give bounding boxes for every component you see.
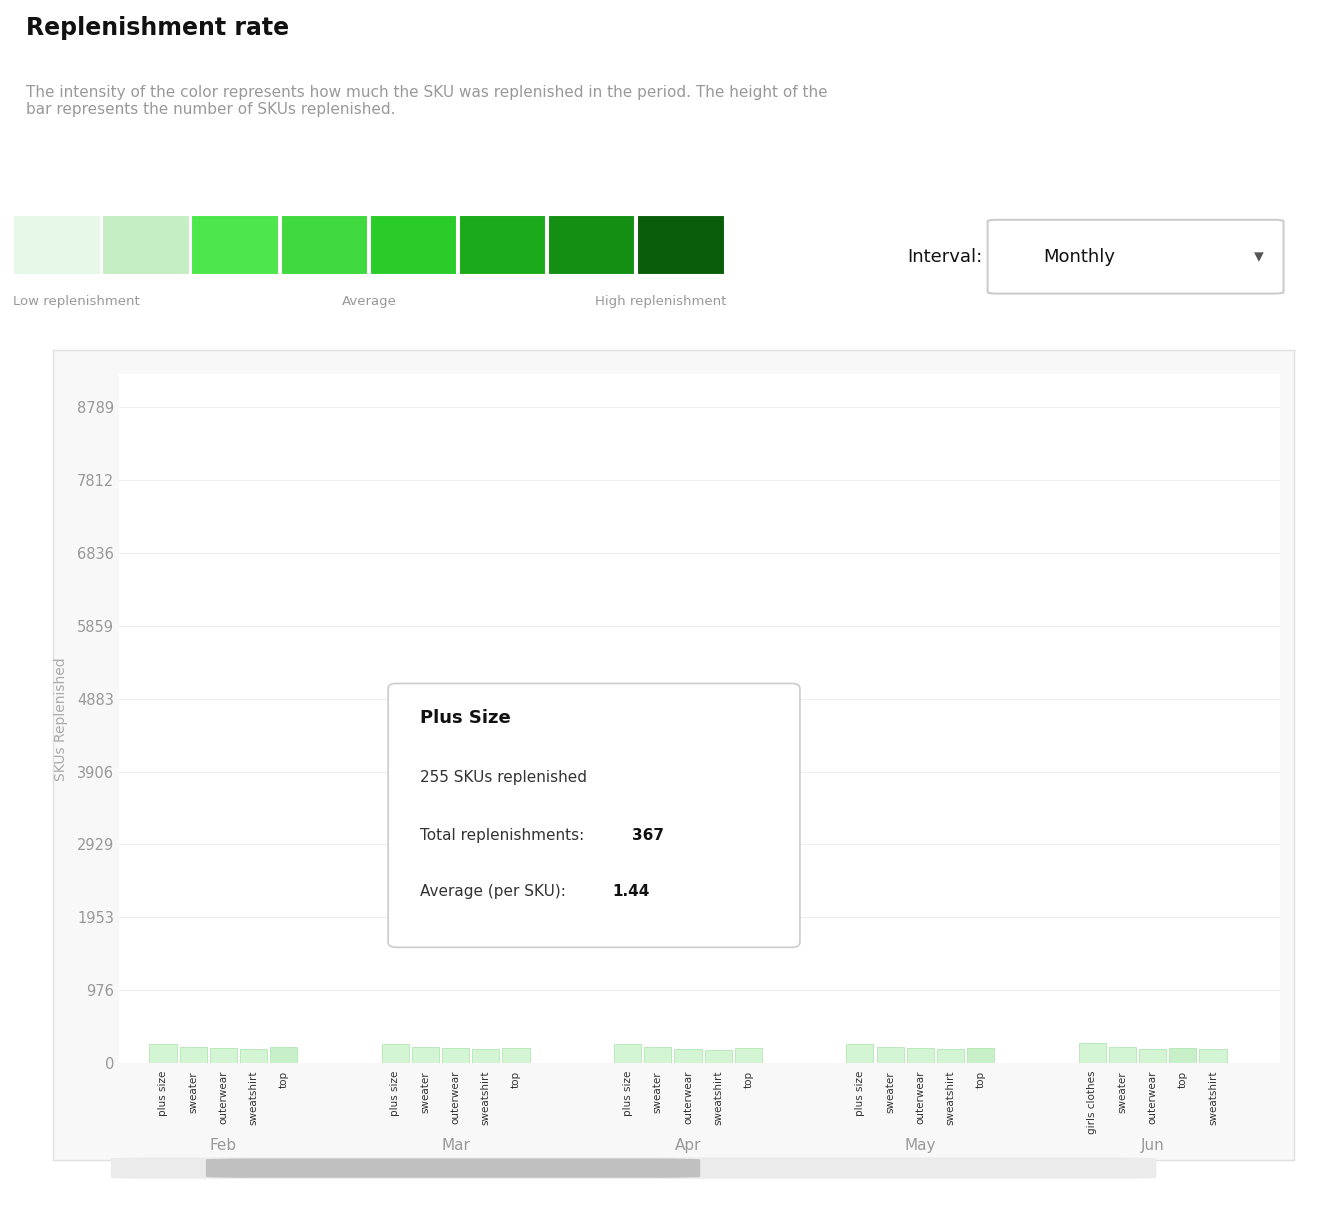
FancyBboxPatch shape (388, 684, 800, 947)
Text: sweater: sweater (421, 1071, 430, 1113)
Bar (876, 1047, 904, 1063)
Text: sweatshirt: sweatshirt (1208, 1071, 1218, 1126)
Text: Total replenishments:: Total replenishments: (420, 829, 589, 843)
Bar (1078, 1044, 1106, 1063)
Bar (907, 1049, 933, 1063)
Bar (210, 1049, 236, 1063)
Bar (548, 215, 635, 274)
Text: sweater: sweater (1118, 1071, 1127, 1113)
Text: outerwear: outerwear (915, 1071, 925, 1125)
Text: girls clothes: girls clothes (1088, 1071, 1097, 1134)
Bar (937, 1049, 964, 1063)
Bar (735, 1049, 762, 1063)
Bar (370, 215, 457, 274)
Text: Interval:: Interval: (907, 248, 982, 266)
Bar (644, 1047, 672, 1063)
Text: Average: Average (342, 296, 397, 308)
Text: Monthly: Monthly (1043, 248, 1115, 266)
Bar (180, 1046, 207, 1063)
Text: 1.44: 1.44 (612, 884, 649, 899)
Text: sweater: sweater (189, 1071, 198, 1113)
Text: outerwear: outerwear (450, 1071, 461, 1125)
Text: outerwear: outerwear (682, 1071, 693, 1125)
FancyBboxPatch shape (987, 220, 1283, 294)
Text: ▾: ▾ (1254, 248, 1263, 266)
Y-axis label: SKUs Replenished: SKUs Replenished (54, 657, 69, 780)
Bar (280, 215, 368, 274)
Text: High replenishment: High replenishment (594, 296, 726, 308)
Text: top: top (1177, 1071, 1188, 1088)
Text: plus size: plus size (391, 1071, 400, 1116)
Bar (614, 1045, 642, 1063)
Bar (103, 215, 190, 274)
Text: sweater: sweater (886, 1071, 895, 1113)
Text: outerwear: outerwear (218, 1071, 228, 1125)
Bar (846, 1044, 874, 1063)
Text: sweatshirt: sweatshirt (480, 1071, 491, 1126)
Text: The intensity of the color represents how much the SKU was replenished in the pe: The intensity of the color represents ho… (26, 85, 828, 117)
Text: Apr: Apr (675, 1138, 701, 1154)
Bar (638, 215, 725, 274)
Text: sweatshirt: sweatshirt (945, 1071, 956, 1126)
Bar (13, 215, 100, 274)
Bar (240, 1049, 267, 1063)
Text: Low replenishment: Low replenishment (13, 296, 140, 308)
Text: Average (per SKU):: Average (per SKU): (420, 884, 570, 899)
Bar (473, 1050, 499, 1063)
Text: plus size: plus size (623, 1071, 632, 1116)
Bar (459, 215, 546, 274)
Text: outerwear: outerwear (1147, 1071, 1158, 1125)
Text: sweater: sweater (653, 1071, 663, 1113)
Text: top: top (279, 1071, 289, 1088)
Bar (381, 1044, 409, 1063)
Bar (1200, 1050, 1226, 1063)
Bar (149, 1044, 177, 1063)
Bar (705, 1050, 731, 1063)
Text: 367: 367 (631, 829, 664, 843)
Text: plus size: plus size (855, 1071, 865, 1116)
Text: top: top (743, 1071, 754, 1088)
Text: Plus Size: Plus Size (420, 709, 511, 727)
Bar (503, 1047, 529, 1063)
Text: Feb: Feb (210, 1138, 236, 1154)
Bar (271, 1047, 297, 1063)
Text: Mar: Mar (441, 1138, 470, 1154)
Bar (1109, 1047, 1137, 1063)
Text: Replenishment rate: Replenishment rate (26, 16, 289, 40)
Text: top: top (511, 1071, 521, 1088)
Bar (1170, 1047, 1196, 1063)
Text: Jun: Jun (1140, 1138, 1164, 1154)
FancyBboxPatch shape (206, 1158, 700, 1178)
Bar (1139, 1049, 1166, 1063)
Text: sweatshirt: sweatshirt (713, 1071, 723, 1126)
Text: top: top (975, 1071, 986, 1088)
Bar (442, 1049, 469, 1063)
Text: May: May (904, 1138, 936, 1154)
Bar (191, 215, 279, 274)
Bar (412, 1047, 440, 1063)
Text: sweatshirt: sweatshirt (248, 1071, 259, 1126)
Text: 255 SKUs replenished: 255 SKUs replenished (420, 769, 587, 785)
Bar (968, 1047, 994, 1063)
Text: plus size: plus size (158, 1071, 168, 1116)
Bar (675, 1049, 701, 1063)
FancyBboxPatch shape (111, 1157, 1156, 1179)
